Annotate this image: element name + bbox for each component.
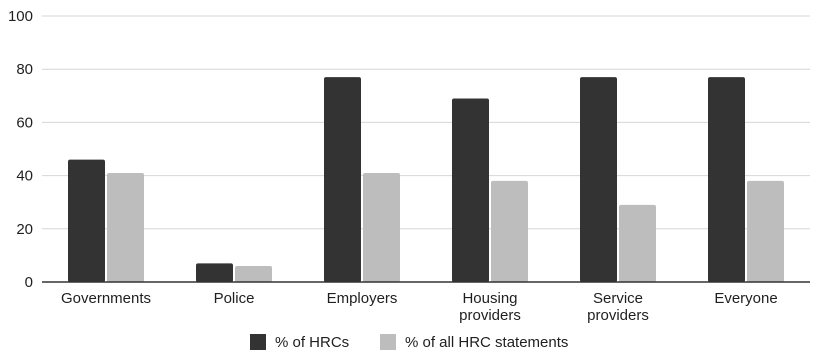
x-category-label: Service providers: [587, 290, 649, 324]
legend-item: % of all HRC statements: [380, 334, 568, 351]
y-tick-label: 0: [25, 274, 33, 291]
legend-label: % of all HRC statements: [405, 334, 568, 351]
x-category-label: Governments: [61, 290, 151, 307]
x-category-label: Housing providers: [459, 290, 521, 324]
bar-all-statements: [107, 172, 144, 282]
x-axis-labels: Governments Police Employers Housing provide…: [61, 290, 778, 324]
bar-hrcs: [324, 77, 361, 283]
bar-hrcs: [196, 263, 233, 282]
y-tick-label: 20: [16, 221, 33, 238]
x-category-label: Employers: [327, 290, 398, 307]
bar-all-statements: [619, 204, 656, 282]
y-axis-ticks: 0 20 40 60 80 100: [8, 8, 33, 291]
bar-hrcs: [580, 77, 617, 283]
bar-all-statements: [363, 172, 400, 282]
legend-item: % of HRCs: [250, 334, 349, 351]
y-tick-label: 60: [16, 114, 33, 131]
x-category-label: Everyone: [714, 290, 777, 307]
legend: % of HRCs % of all HRC statements: [250, 334, 568, 351]
bar-all-statements: [491, 180, 528, 282]
y-tick-label: 40: [16, 168, 33, 185]
legend-label: % of HRCs: [275, 334, 349, 351]
gridlines: [42, 15, 810, 230]
bar-all-statements: [747, 180, 784, 282]
bar-hrcs: [708, 77, 745, 283]
y-tick-label: 80: [16, 61, 33, 78]
bar-hrcs: [452, 98, 489, 283]
x-category-label: Police: [214, 290, 255, 307]
legend-swatch: [380, 334, 396, 350]
bar-all-statements: [235, 266, 272, 282]
legend-swatch: [250, 334, 266, 350]
y-tick-label: 100: [8, 8, 33, 25]
bars: [68, 77, 784, 283]
bar-hrcs: [68, 159, 105, 282]
